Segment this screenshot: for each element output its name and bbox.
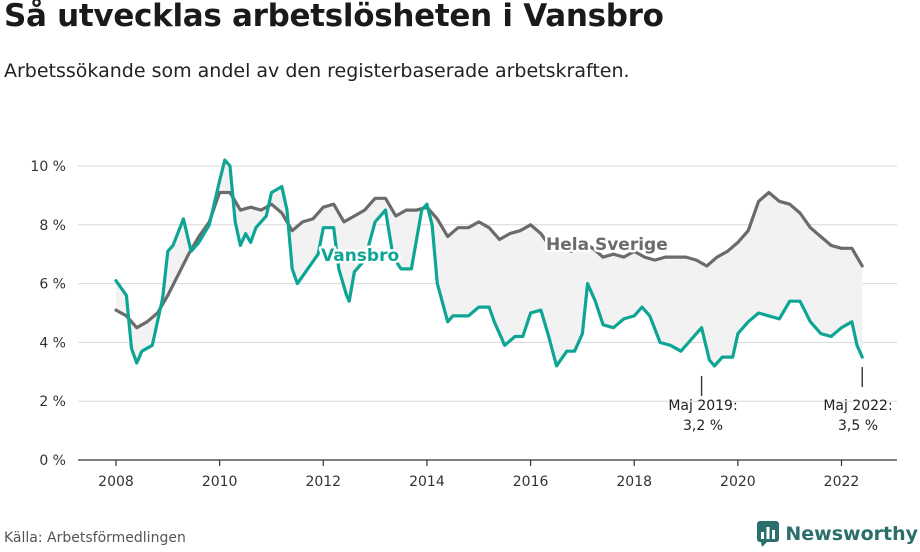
y-tick-label: 2 % <box>39 394 66 410</box>
annotations: Maj 2019: 3,2 % Maj 2022: 3,5 % <box>668 367 893 434</box>
series-line-hela-sverige <box>114 190 864 330</box>
x-tick-label: 2016 <box>513 474 549 490</box>
series-label-vansbro: Vansbro <box>321 246 399 266</box>
annotation-label: Maj 2019: <box>668 398 737 414</box>
series-line-vansbro <box>114 158 864 368</box>
axes: 2008 2010 2012 2014 2016 2018 2020 2022 <box>78 459 897 490</box>
newsworthy-logo[interactable]: Newsworthy <box>757 518 918 550</box>
annotation-label: Maj 2022: <box>823 398 892 414</box>
x-tick-label: 2020 <box>720 474 756 490</box>
source-note: Källa: Arbetsförmedlingen <box>4 530 186 546</box>
x-tick-label: 2010 <box>202 474 238 490</box>
series-label-hela-sverige: Hela Sverige <box>546 235 668 255</box>
y-tick-label: 6 % <box>39 277 66 293</box>
x-tick-label: 2022 <box>824 474 860 490</box>
chart-subtitle: Arbetssökande som andel av den registerb… <box>4 60 630 82</box>
y-tick-label: 10 % <box>30 159 66 175</box>
x-tick-label: 2008 <box>98 474 134 490</box>
annotation-label: 3,5 % <box>838 418 878 434</box>
newsworthy-logo-icon <box>757 521 780 547</box>
y-tick-label: 4 % <box>39 335 66 351</box>
brand-name: Newsworthy <box>785 523 918 545</box>
x-tick-label: 2014 <box>409 474 445 490</box>
annotation-label: 3,2 % <box>683 418 723 434</box>
y-tick-label: 8 % <box>39 218 66 234</box>
gap-area <box>116 160 863 366</box>
chart-title: Så utvecklas arbetslösheten i Vansbro <box>4 0 664 34</box>
x-tick-label: 2018 <box>616 474 652 490</box>
y-tick-label: 0 % <box>39 453 66 469</box>
x-tick-label: 2012 <box>305 474 341 490</box>
